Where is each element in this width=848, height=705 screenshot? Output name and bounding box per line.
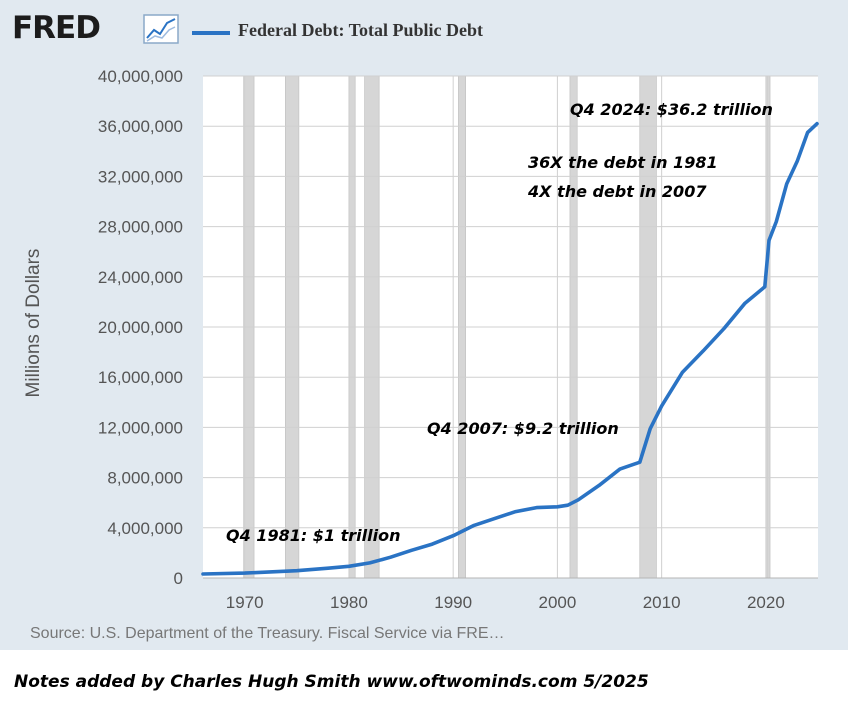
series-line-0 bbox=[201, 121, 819, 576]
y-tick-label: 8,000,000 bbox=[107, 469, 183, 488]
annotation-2024: Q4 2024: $36.2 trillion bbox=[570, 100, 773, 119]
annotation-36x: 36X the debt in 1981 bbox=[528, 153, 718, 172]
annotation-2007: Q4 2007: $9.2 trillion bbox=[427, 419, 619, 438]
x-tick-label: 1990 bbox=[434, 593, 472, 612]
legend-swatch bbox=[192, 31, 230, 35]
author-notes: Notes added by Charles Hugh Smith www.of… bbox=[14, 672, 649, 692]
line-chart-icon bbox=[143, 14, 179, 44]
fred-logo[interactable]: FRED bbox=[12, 10, 101, 46]
y-tick-label: 16,000,000 bbox=[98, 368, 183, 387]
legend-label: Federal Debt: Total Public Debt bbox=[238, 20, 483, 40]
x-tick-label: 2020 bbox=[747, 593, 785, 612]
line-chart: 0 4,000,000 8,000,000 12,000,000 16,000,000 2… bbox=[98, 67, 819, 612]
y-tick-label: 40,000,000 bbox=[98, 67, 183, 86]
y-tick-label: 36,000,000 bbox=[98, 117, 183, 136]
y-tick-label: 24,000,000 bbox=[98, 268, 183, 287]
x-tick-label: 2000 bbox=[538, 593, 576, 612]
y-tick-label: 20,000,000 bbox=[98, 318, 183, 337]
annotation-4x: 4X the debt in 2007 bbox=[527, 182, 707, 201]
source-note[interactable]: Source: U.S. Department of the Treasury.… bbox=[30, 625, 505, 642]
annotation-1981: Q4 1981: $1 trillion bbox=[226, 526, 401, 545]
y-tick-label: 4,000,000 bbox=[107, 519, 183, 538]
y-tick-label: 32,000,000 bbox=[98, 167, 183, 186]
y-tick-label: 12,000,000 bbox=[98, 418, 183, 437]
y-tick-label: 0 bbox=[174, 569, 183, 588]
y-tick-label: 28,000,000 bbox=[98, 218, 183, 237]
x-tick-label: 1980 bbox=[330, 593, 368, 612]
x-tick-label: 2010 bbox=[643, 593, 681, 612]
x-tick-label: 1970 bbox=[226, 593, 264, 612]
